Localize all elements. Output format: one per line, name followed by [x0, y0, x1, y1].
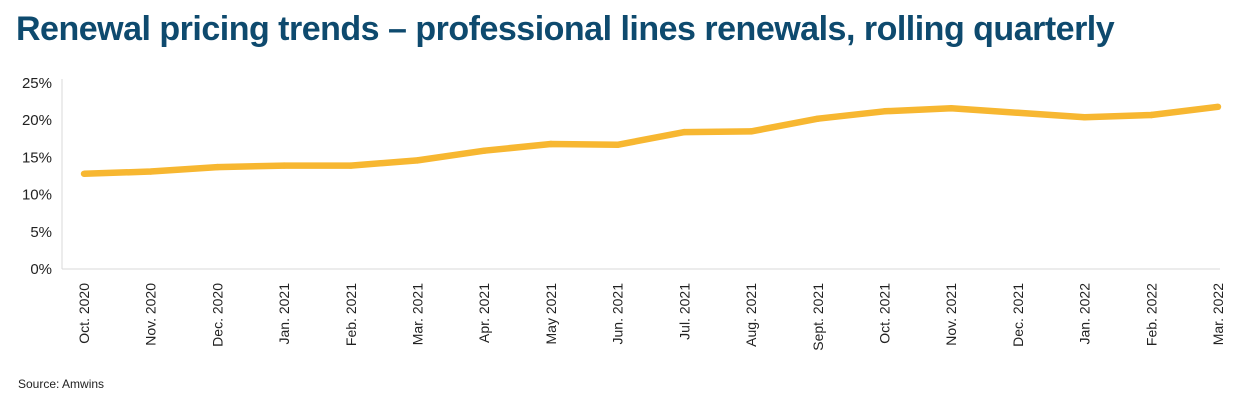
series-group	[80, 103, 1222, 178]
source-note: Source: Amwins	[18, 377, 105, 391]
y-tick-label: 5%	[30, 224, 52, 241]
x-tick-label: Mar. 2022	[1210, 283, 1226, 345]
x-tick-label: Apr. 2021	[476, 283, 492, 343]
y-axis: 0% 5% 10% 15% 20% 25%	[22, 75, 63, 278]
x-tick-label: Dec. 2020	[209, 283, 225, 347]
x-tick-label: Jan. 2021	[276, 283, 292, 345]
x-tick-label: Oct. 2021	[876, 283, 892, 344]
data-point	[614, 141, 621, 148]
x-tick-label: Nov. 2021	[943, 283, 959, 346]
data-point	[881, 108, 888, 115]
data-point	[80, 170, 88, 177]
x-tick-label: Feb. 2021	[343, 283, 359, 346]
x-tick-label: Oct. 2020	[76, 283, 92, 344]
data-point	[1081, 114, 1088, 121]
data-point	[1148, 111, 1155, 119]
y-tick-label: 25%	[22, 75, 52, 92]
data-point	[280, 162, 288, 169]
x-tick-label: Aug. 2021	[743, 283, 759, 347]
data-point	[214, 163, 221, 171]
x-tick-label: Jun. 2021	[610, 283, 626, 345]
y-tick-label: 0%	[30, 261, 52, 278]
data-point	[481, 147, 488, 154]
x-tick-label: Sept. 2021	[810, 283, 826, 351]
x-axis: Oct. 2020 Nov. 2020 Dec. 2020 Jan. 2021 Feb.…	[62, 268, 1226, 351]
data-point	[147, 168, 154, 175]
x-tick-label: Feb. 2022	[1143, 283, 1159, 346]
x-tick-label: Nov. 2020	[143, 283, 159, 346]
y-tick-label: 15%	[22, 149, 52, 166]
data-point	[1214, 103, 1222, 111]
data-point	[681, 128, 688, 136]
x-tick-label: Jan. 2022	[1077, 283, 1093, 345]
data-point	[947, 105, 955, 112]
y-tick-label: 20%	[22, 112, 52, 129]
y-tick-label: 10%	[22, 187, 52, 204]
x-tick-label: Dec. 2021	[1010, 283, 1026, 347]
data-point	[747, 128, 755, 135]
x-tick-label: Jul. 2021	[676, 283, 692, 340]
x-tick-label: May 2021	[543, 283, 559, 345]
data-point	[547, 140, 555, 148]
data-point	[1014, 109, 1022, 116]
data-point	[814, 115, 821, 122]
series-line	[83, 103, 1219, 178]
chart-title: Renewal pricing trends – professional li…	[16, 10, 1115, 48]
data-point	[414, 157, 421, 164]
data-point	[347, 162, 355, 169]
x-tick-label: Mar. 2021	[410, 283, 426, 345]
